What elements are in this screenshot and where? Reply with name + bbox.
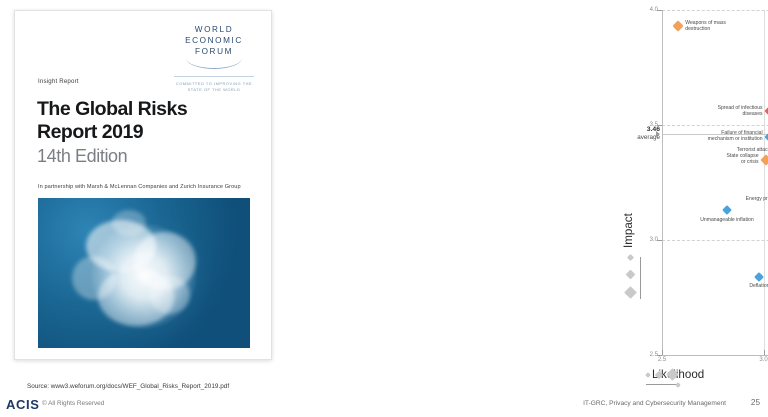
cover-title-block: The Global Risks Report 2019 14th Editio… — [37, 98, 257, 167]
risk-point-label: State collapse or crisis — [726, 153, 759, 166]
wef-divider — [174, 76, 254, 77]
cover-subtitle: 14th Edition — [37, 146, 128, 166]
risk-point-marker[interactable] — [763, 105, 768, 117]
risk-point-label: Energy price shock — [745, 195, 768, 202]
risk-point-label: Terrorist attacks — [736, 147, 768, 154]
wef-logo-line-1: WORLD — [194, 25, 234, 34]
risk-point-marker[interactable] — [722, 205, 732, 216]
y-tick-mark — [657, 10, 662, 11]
wef-swoosh-icon — [186, 58, 242, 69]
x-tick-mark — [662, 350, 663, 355]
y-average-line — [662, 134, 768, 136]
page-number: 25 — [750, 398, 760, 407]
y-tick-mark — [657, 240, 662, 241]
y-tick-label: 3.5 — [649, 122, 658, 128]
report-cover-image: WORLD ECONOMIC FORUM COMMITTED TO IMPROV… — [14, 10, 272, 360]
y-average-annotation: 3.46 average — [624, 126, 660, 142]
wef-logo-line-3: FORUM — [194, 47, 233, 56]
risk-point-label: Weapons of mass destruction — [685, 20, 726, 33]
cover-globe-image — [38, 198, 250, 348]
risk-point-marker[interactable] — [759, 153, 768, 166]
global-risks-landscape-chart: 2.53.03.54.04.52.53.03.54.0 Weapons of m… — [310, 0, 768, 395]
y-average-marker — [656, 131, 660, 138]
x-tick-label: 3.0 — [759, 357, 768, 363]
copyright-text: © All Rights Reserved — [42, 400, 105, 407]
cover-title-line-2: Report 2019 — [37, 121, 144, 143]
world-economic-forum-logo: WORLD ECONOMIC FORUM COMMITTED TO IMPROV… — [171, 24, 257, 92]
risk-point-label: Failure of financial mechanism or institu… — [707, 130, 763, 143]
acis-logo: ACIS — [6, 397, 40, 412]
y-average-label: average — [637, 134, 660, 142]
y-tick-label: 3.0 — [649, 237, 658, 243]
y-average-value: 3.46 — [646, 126, 660, 134]
footer-subject: IT-GRC, Privacy and Cybersecurity Manage… — [583, 400, 726, 407]
x-axis-line — [662, 355, 768, 356]
risk-point-label: Spread of infectious diseases — [717, 105, 763, 118]
y-tick-label: 4.0 — [649, 7, 658, 13]
risk-point-label: Unmanageable inflation — [700, 216, 754, 223]
y-gridline — [662, 10, 768, 11]
x-tick-label: 2.5 — [657, 357, 667, 363]
y-axis-title: Impact — [622, 213, 635, 248]
x-gridline — [763, 10, 765, 355]
risk-point-marker[interactable] — [672, 20, 684, 32]
wef-tagline: COMMITTED TO IMPROVING THE STATE OF THE … — [175, 81, 253, 92]
wef-logo-line-2: ECONOMIC — [185, 36, 243, 45]
risk-point-marker[interactable] — [763, 130, 768, 143]
source-citation: Source: www3.weforum.org/docs/WEF_Global… — [27, 383, 230, 390]
risk-point-label: Deflation — [749, 283, 768, 290]
cover-title-line-1: The Global Risks — [37, 98, 188, 120]
cover-kicker: Insight Report — [38, 78, 79, 85]
report-cover-panel: WORLD ECONOMIC FORUM COMMITTED TO IMPROV… — [0, 0, 310, 417]
cover-partnership-line: In partnership with Marsh & McLennan Com… — [38, 184, 241, 190]
y-tick-mark — [657, 355, 662, 356]
y-tick-label: 2.5 — [649, 352, 658, 358]
x-tick-mark — [763, 350, 765, 355]
y-gridline — [662, 125, 768, 126]
y-gridline — [662, 240, 768, 241]
y-tick-mark — [657, 125, 662, 126]
y-axis-line — [662, 10, 663, 355]
